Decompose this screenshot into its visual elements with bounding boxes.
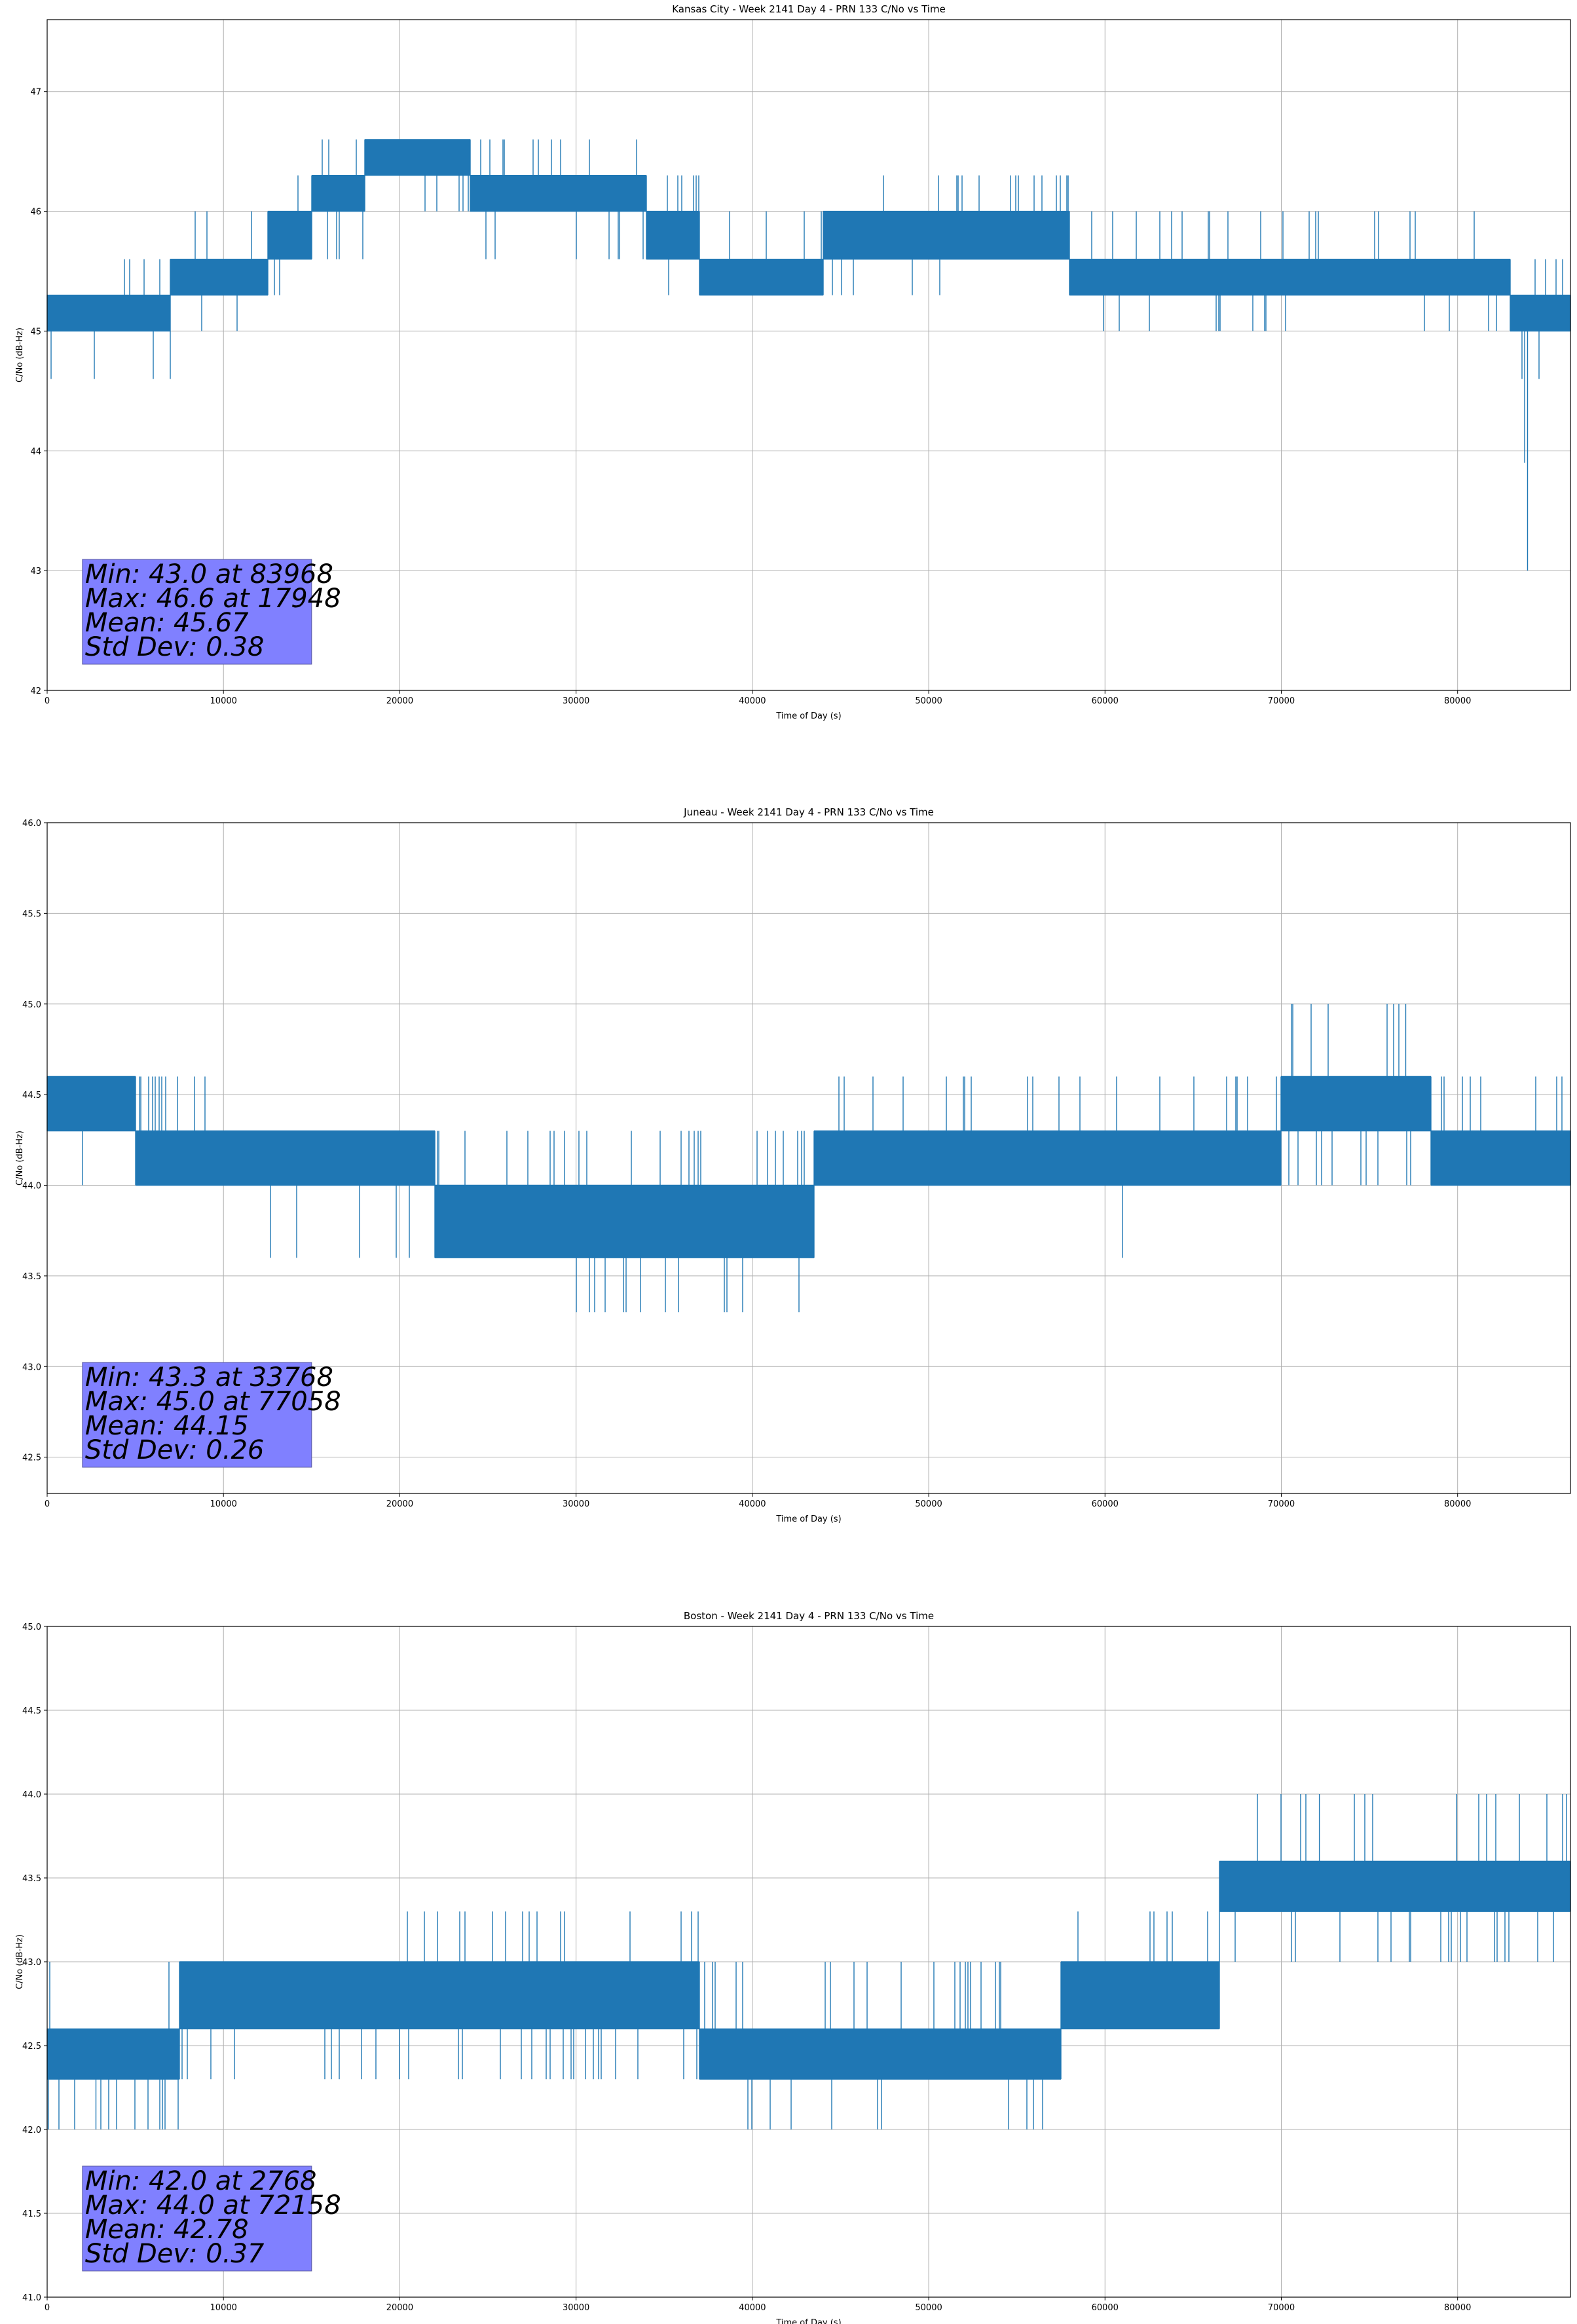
y-tick-label: 45 <box>30 327 41 337</box>
stats-box <box>82 1362 312 1468</box>
x-tick-label: 50000 <box>915 2303 942 2313</box>
y-tick-label: 43 <box>30 567 41 576</box>
x-tick-label: 0 <box>45 696 50 706</box>
y-tick-label: 44.5 <box>22 1706 41 1716</box>
y-tick-label: 43.5 <box>22 1874 41 1884</box>
x-tick-label: 20000 <box>386 1499 413 1509</box>
y-tick-label: 45.0 <box>22 1000 41 1010</box>
y-tick-label: 45.0 <box>22 1622 41 1632</box>
chart-panel-0: 0 10000 20000 30000 40000 50000 60000 70000 8000… <box>15 3 1571 721</box>
x-tick-label: 50000 <box>915 696 942 706</box>
stats-std: Std Dev: 0.38 <box>85 632 265 662</box>
x-tick-label: 30000 <box>563 1499 589 1509</box>
x-tick-label: 60000 <box>1092 2303 1119 2313</box>
x-tick-label: 20000 <box>386 696 413 706</box>
y-tick-label: 41.0 <box>22 2293 41 2303</box>
x-tick-label: 80000 <box>1444 696 1471 706</box>
chart-title: Juneau - Week 2141 Day 4 - PRN 133 C/No … <box>683 806 934 818</box>
x-tick-label: 80000 <box>1444 1499 1471 1509</box>
x-tick-label: 40000 <box>739 1499 766 1509</box>
x-tick-label: 50000 <box>915 1499 942 1509</box>
x-tick-label: 20000 <box>386 2303 413 2313</box>
cno-series-line <box>46 1794 1571 2129</box>
y-axis-label: C/No (dB-Hz) <box>15 1934 25 1989</box>
chart-panel-1: 0 10000 20000 30000 40000 50000 60000 70000 8000… <box>15 806 1571 1524</box>
y-tick-label: 42.5 <box>22 1453 41 1463</box>
x-tick-label: 10000 <box>210 1499 237 1509</box>
x-tick-label: 70000 <box>1268 2303 1295 2313</box>
x-tick-label: 70000 <box>1268 696 1295 706</box>
stats-box <box>82 559 312 665</box>
x-tick-label: 10000 <box>210 2303 237 2313</box>
x-axis-label: Time of Day (s) <box>775 2318 841 2324</box>
chart-title: Kansas City - Week 2141 Day 4 - PRN 133 … <box>672 3 946 15</box>
stats-mean: Mean: 42.78 <box>85 2215 249 2245</box>
stats-std: Std Dev: 0.26 <box>85 1435 265 1465</box>
x-axis-label: Time of Day (s) <box>775 1514 841 1524</box>
x-tick-label: 40000 <box>739 696 766 706</box>
stats-mean: Mean: 45.67 <box>85 608 249 638</box>
x-tick-label: 60000 <box>1092 696 1119 706</box>
x-tick-label: 40000 <box>739 2303 766 2313</box>
y-tick-label: 44.0 <box>22 1790 41 1800</box>
y-tick-label: 47 <box>30 88 41 98</box>
x-tick-label: 30000 <box>563 2303 589 2313</box>
stats-min: Min: 42.0 at 2768 <box>85 2166 317 2196</box>
stats-min: Min: 43.3 at 33768 <box>85 1362 333 1393</box>
stats-max: Max: 46.6 at 17948 <box>85 584 341 614</box>
y-tick-label: 42.0 <box>22 2126 41 2135</box>
y-tick-label: 46.0 <box>22 819 41 829</box>
y-tick-label: 46 <box>30 208 41 217</box>
y-tick-label: 42 <box>30 686 41 696</box>
x-tick-label: 60000 <box>1092 1499 1119 1509</box>
stats-mean: Mean: 44.15 <box>85 1411 249 1441</box>
y-tick-label: 41.5 <box>22 2209 41 2219</box>
y-tick-label: 44.0 <box>22 1182 41 1191</box>
cno-series-line <box>46 139 1571 571</box>
x-tick-label: 0 <box>45 1499 50 1509</box>
x-tick-label: 30000 <box>563 696 589 706</box>
y-tick-label: 44 <box>30 447 41 457</box>
y-axis-label: C/No (dB-Hz) <box>15 1131 25 1186</box>
stats-max: Max: 44.0 at 72158 <box>85 2190 341 2221</box>
x-tick-label: 0 <box>45 2303 50 2313</box>
x-tick-label: 80000 <box>1444 2303 1471 2313</box>
stats-std: Std Dev: 0.37 <box>85 2239 265 2269</box>
y-tick-label: 42.5 <box>22 2042 41 2052</box>
stats-min: Min: 43.0 at 83968 <box>85 559 333 590</box>
stats-box <box>82 2165 312 2272</box>
y-tick-label: 43.0 <box>22 1958 41 1968</box>
chart-panel-2: 0 10000 20000 30000 40000 50000 60000 70000 8000… <box>15 1610 1571 2324</box>
stats-max: Max: 45.0 at 77058 <box>85 1387 341 1417</box>
y-tick-label: 43.5 <box>22 1272 41 1282</box>
chart-title: Boston - Week 2141 Day 4 - PRN 133 C/No … <box>684 1610 934 1622</box>
y-axis-label: C/No (dB-Hz) <box>15 328 25 383</box>
plot-frame <box>46 19 1571 691</box>
y-tick-label: 44.5 <box>22 1091 41 1100</box>
x-tick-label: 10000 <box>210 696 237 706</box>
x-tick-label: 70000 <box>1268 1499 1295 1509</box>
y-tick-label: 45.5 <box>22 909 41 919</box>
y-tick-label: 43.0 <box>22 1362 41 1372</box>
x-axis-label: Time of Day (s) <box>775 711 841 721</box>
cno-series-line <box>46 1003 1571 1313</box>
plot-frame <box>46 822 1571 1494</box>
